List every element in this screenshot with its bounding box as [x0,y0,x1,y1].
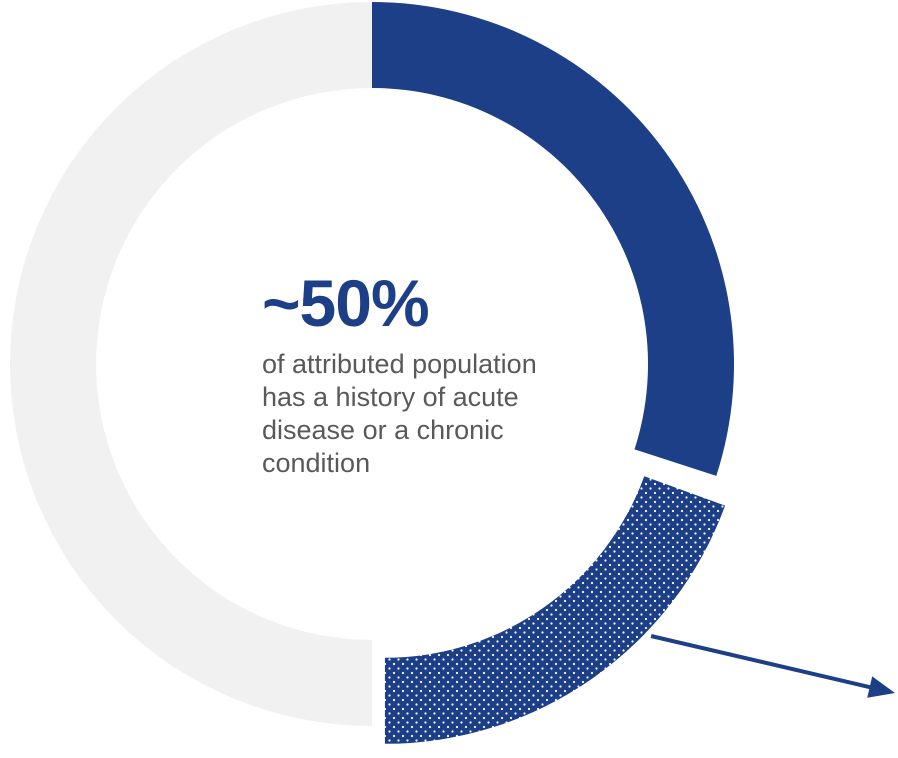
caption-line: has a history of acute [262,382,519,412]
donut-segment [384,476,726,744]
arrow-head [867,676,895,698]
caption-line: of attributed population [262,349,537,379]
caption-line: disease or a chronic [262,415,504,445]
donut-segment [10,2,372,726]
center-label: ~50% of attributed population has a hist… [262,270,622,480]
donut-segment [372,2,734,476]
callout-arrow [650,634,895,698]
arrow-shaft [650,634,876,691]
caption-line: condition [262,448,371,478]
center-value: ~50% [262,266,430,340]
center-caption: of attributed population has a history o… [262,348,622,480]
